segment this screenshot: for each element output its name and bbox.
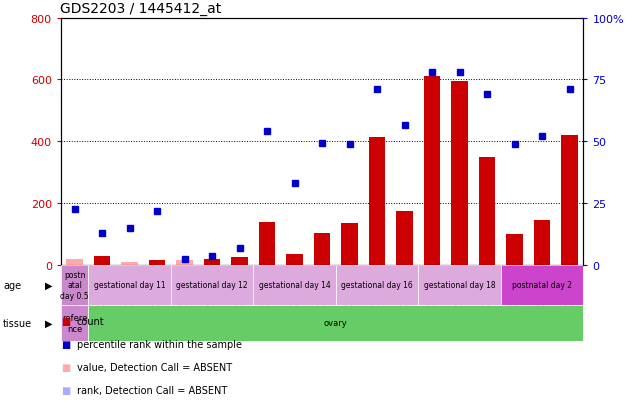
Bar — [342, 224, 358, 266]
Bar — [231, 258, 248, 266]
Bar — [121, 262, 138, 266]
Bar — [204, 259, 221, 266]
Text: ■: ■ — [61, 339, 70, 349]
Text: gestational day 18: gestational day 18 — [424, 281, 495, 290]
Bar — [149, 261, 165, 266]
Bar — [336, 266, 419, 305]
Text: rank, Detection Call = ABSENT: rank, Detection Call = ABSENT — [77, 385, 227, 395]
Text: ■: ■ — [61, 385, 70, 395]
Bar — [176, 261, 193, 266]
Bar — [61, 305, 88, 341]
Text: postn
atal
day 0.5: postn atal day 0.5 — [60, 271, 89, 300]
Bar — [67, 259, 83, 266]
Bar — [259, 222, 276, 266]
Bar — [61, 266, 88, 305]
Bar — [562, 136, 578, 266]
Text: age: age — [3, 280, 21, 290]
Text: gestational day 12: gestational day 12 — [176, 281, 248, 290]
Bar — [419, 266, 501, 305]
Bar — [424, 77, 440, 266]
Bar — [501, 266, 583, 305]
Text: count: count — [77, 316, 104, 326]
Bar — [88, 266, 171, 305]
Bar — [287, 254, 303, 266]
Bar — [369, 138, 385, 266]
Text: GDS2203 / 1445412_at: GDS2203 / 1445412_at — [60, 2, 222, 16]
Text: value, Detection Call = ABSENT: value, Detection Call = ABSENT — [77, 362, 232, 372]
Text: tissue: tissue — [3, 318, 32, 328]
Bar — [94, 256, 110, 266]
Text: percentile rank within the sample: percentile rank within the sample — [77, 339, 242, 349]
Bar — [396, 211, 413, 266]
Bar — [314, 233, 330, 266]
Text: gestational day 16: gestational day 16 — [341, 281, 413, 290]
Bar — [253, 266, 336, 305]
Text: ovary: ovary — [324, 319, 347, 328]
Text: gestational day 11: gestational day 11 — [94, 281, 165, 290]
Bar — [534, 221, 551, 266]
Bar — [506, 235, 523, 266]
Text: ■: ■ — [61, 316, 70, 326]
Text: postnatal day 2: postnatal day 2 — [512, 281, 572, 290]
Bar — [451, 82, 468, 266]
Text: ■: ■ — [61, 362, 70, 372]
Text: ▶: ▶ — [45, 318, 53, 328]
Bar — [479, 157, 495, 266]
Bar — [171, 266, 253, 305]
Text: refere
nce: refere nce — [62, 313, 87, 333]
Text: ▶: ▶ — [45, 280, 53, 290]
Text: gestational day 14: gestational day 14 — [259, 281, 331, 290]
